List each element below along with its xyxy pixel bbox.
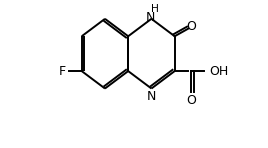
- Text: O: O: [187, 20, 196, 33]
- Text: N: N: [146, 11, 155, 24]
- Text: N: N: [147, 90, 156, 103]
- Text: H: H: [151, 4, 159, 14]
- Text: O: O: [187, 94, 196, 107]
- Text: F: F: [59, 65, 66, 78]
- Text: OH: OH: [209, 65, 228, 78]
